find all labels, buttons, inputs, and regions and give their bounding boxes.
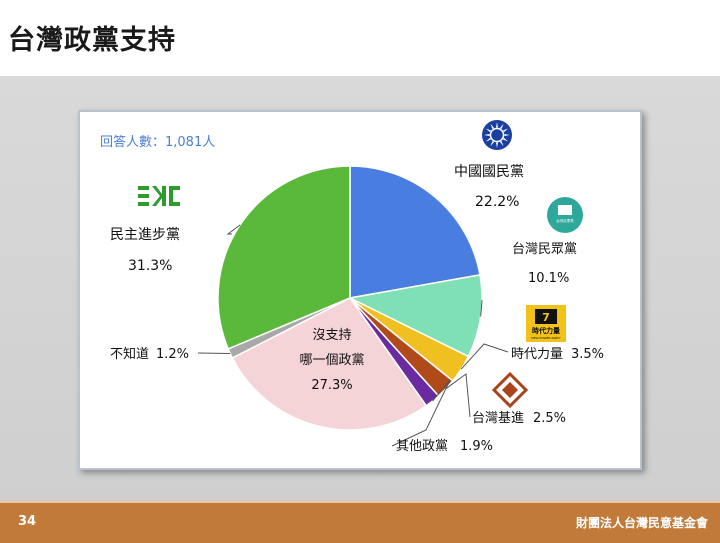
slice-label-unknown: 不知道 bbox=[110, 346, 149, 362]
svg-text:時代力量: 時代力量 bbox=[532, 326, 560, 335]
slice-value-none: 27.3% bbox=[311, 378, 352, 393]
slice-label-tsp: 台灣基進 bbox=[472, 411, 524, 426]
slice-value-dpp: 31.3% bbox=[128, 258, 172, 274]
slice-label-kmt: 中國國民黨 bbox=[454, 164, 524, 180]
dpp-logo-icon bbox=[138, 186, 180, 206]
slice-label-none-1: 沒支持 bbox=[312, 328, 351, 343]
svg-text:7: 7 bbox=[542, 311, 550, 324]
blue-sky-white-sun-icon bbox=[482, 120, 512, 150]
slice-label-tpp: 台灣民眾黨 bbox=[512, 242, 577, 257]
slice-value-kmt: 22.2% bbox=[475, 194, 519, 210]
slice-label-other: 其他政黨 bbox=[396, 439, 448, 454]
respondents-note: 回答人數：1,081人 bbox=[100, 134, 215, 150]
slice-value-tpp: 10.1% bbox=[528, 271, 569, 286]
chart-panel: 回答人數：1,081人 台灣民眾黨 7 時代力量 NEW POW bbox=[78, 110, 642, 470]
svg-text:NEW POWER PARTY: NEW POWER PARTY bbox=[531, 336, 560, 340]
tsp-diamond-icon bbox=[494, 374, 526, 406]
slice-value-tsp: 2.5% bbox=[533, 411, 566, 426]
slice-value-npp: 3.5% bbox=[571, 347, 604, 362]
page-title: 台灣政黨支持 bbox=[8, 18, 176, 57]
slice-value-other: 1.9% bbox=[460, 439, 493, 454]
slice-label-dpp: 民主進步黨 bbox=[110, 227, 180, 243]
page-number: 34 bbox=[18, 514, 36, 529]
tpp-logo-icon: 台灣民眾黨 bbox=[547, 197, 583, 233]
pie-chart: 回答人數：1,081人 台灣民眾黨 7 時代力量 NEW POW bbox=[80, 112, 640, 468]
npp-logo-icon: 7 時代力量 NEW POWER PARTY bbox=[526, 305, 566, 342]
organization-name: 財團法人台灣民意基金會 bbox=[576, 514, 708, 531]
slide-stage: 回答人數：1,081人 台灣民眾黨 7 時代力量 NEW POW bbox=[0, 76, 720, 500]
slice-label-npp: 時代力量 bbox=[511, 347, 563, 362]
slice-label-none-2: 哪一個政黨 bbox=[299, 353, 364, 368]
footer-bar: 34 財團法人台灣民意基金會 bbox=[0, 500, 720, 543]
slice-value-unknown: 1.2% bbox=[156, 347, 189, 362]
svg-text:台灣民眾黨: 台灣民眾黨 bbox=[556, 218, 574, 223]
